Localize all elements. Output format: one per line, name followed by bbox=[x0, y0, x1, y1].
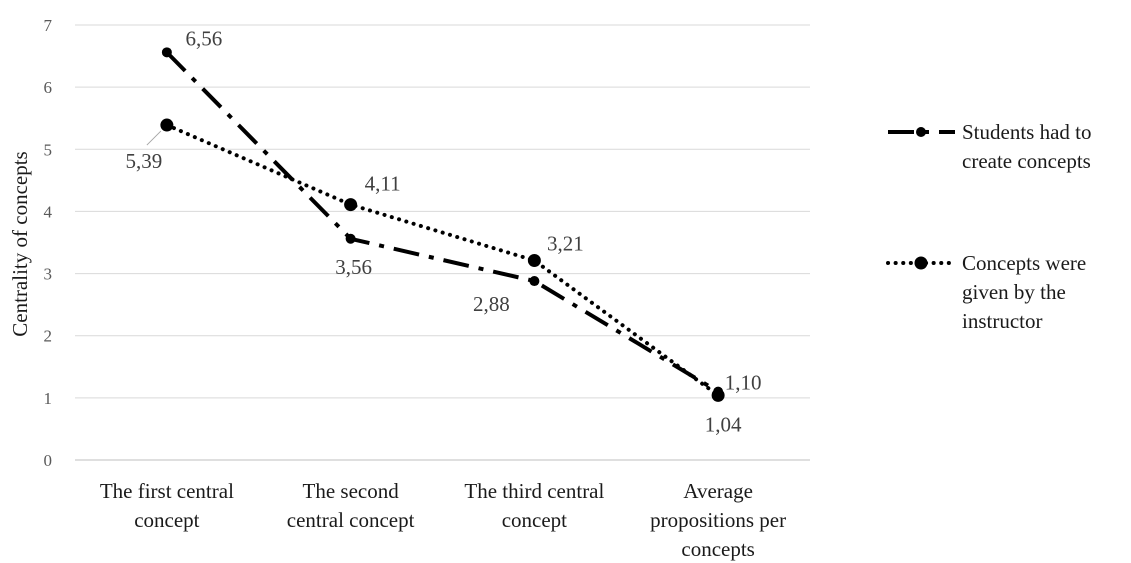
x-tick-label-line: propositions per bbox=[650, 508, 786, 532]
data-label: 1,04 bbox=[705, 412, 742, 436]
legend-label-line: given by the bbox=[962, 280, 1066, 304]
data-point bbox=[345, 233, 356, 244]
legend-label: Students had to create concepts bbox=[962, 120, 1092, 173]
data-label: 3,56 bbox=[335, 255, 372, 279]
data-label: 2,88 bbox=[473, 292, 510, 316]
y-tick-label: 7 bbox=[44, 16, 53, 35]
x-tick-label: The first central concept bbox=[100, 479, 234, 532]
data-label: 6,56 bbox=[186, 26, 223, 50]
data-point bbox=[161, 47, 172, 58]
series-line bbox=[164, 123, 721, 398]
legend: Students had to create concepts Concepts w… bbox=[886, 120, 1092, 333]
legend-label: Concepts were given by the instructor bbox=[962, 251, 1086, 333]
series-line bbox=[165, 50, 720, 394]
data-point bbox=[529, 276, 540, 287]
y-tick-label: 5 bbox=[44, 140, 53, 159]
y-tick-label: 3 bbox=[44, 265, 53, 284]
data-point bbox=[527, 254, 541, 268]
data-point bbox=[344, 198, 358, 212]
data-label: 5,39 bbox=[126, 149, 163, 173]
x-tick-label-line: concept bbox=[134, 508, 199, 532]
data-point bbox=[711, 388, 725, 402]
y-tick-label: 6 bbox=[44, 78, 53, 97]
y-tick-label: 2 bbox=[44, 327, 53, 346]
x-tick-label-line: The third central bbox=[464, 479, 604, 503]
x-tick-label: Average propositions per concepts bbox=[650, 479, 786, 561]
x-tick-label-line: Average bbox=[683, 479, 753, 503]
y-tick-label: 4 bbox=[44, 202, 53, 221]
data-label: 1,10 bbox=[725, 371, 762, 395]
legend-label-line: create concepts bbox=[962, 149, 1091, 173]
x-tick-label-line: The second bbox=[303, 479, 400, 503]
y-axis-title: Centrality of concepts bbox=[8, 151, 32, 336]
x-tick-label-line: central concept bbox=[287, 508, 415, 532]
legend-label-line: Students had to bbox=[962, 120, 1092, 144]
data-point bbox=[160, 118, 174, 132]
gridlines bbox=[75, 24, 810, 399]
x-tick-label-line: The first central bbox=[100, 479, 234, 503]
data-labels: 6,56 3,56 2,88 1,10 5,39 4,11 3,21 1,04 bbox=[126, 26, 762, 436]
legend-label-line: instructor bbox=[962, 309, 1042, 333]
data-label: 4,11 bbox=[365, 172, 401, 196]
y-tick-labels: 0 1 2 3 4 5 6 7 bbox=[44, 16, 53, 470]
x-tick-label-line: concepts bbox=[681, 537, 754, 561]
data-label-leader-line bbox=[146, 130, 162, 146]
x-tick-label-line: concept bbox=[502, 508, 567, 532]
y-tick-label: 0 bbox=[44, 451, 53, 470]
x-tick-label: The second central concept bbox=[287, 479, 415, 532]
legend-swatch-marker bbox=[916, 127, 926, 137]
y-tick-label: 1 bbox=[44, 389, 53, 408]
series-lines bbox=[160, 47, 725, 402]
legend-swatch-marker bbox=[914, 256, 928, 270]
x-tick-label: The third central concept bbox=[464, 479, 604, 532]
x-tick-labels: The first central concept The second centra… bbox=[100, 479, 786, 561]
data-label: 3,21 bbox=[547, 232, 584, 256]
legend-label-line: Concepts were bbox=[962, 251, 1086, 275]
